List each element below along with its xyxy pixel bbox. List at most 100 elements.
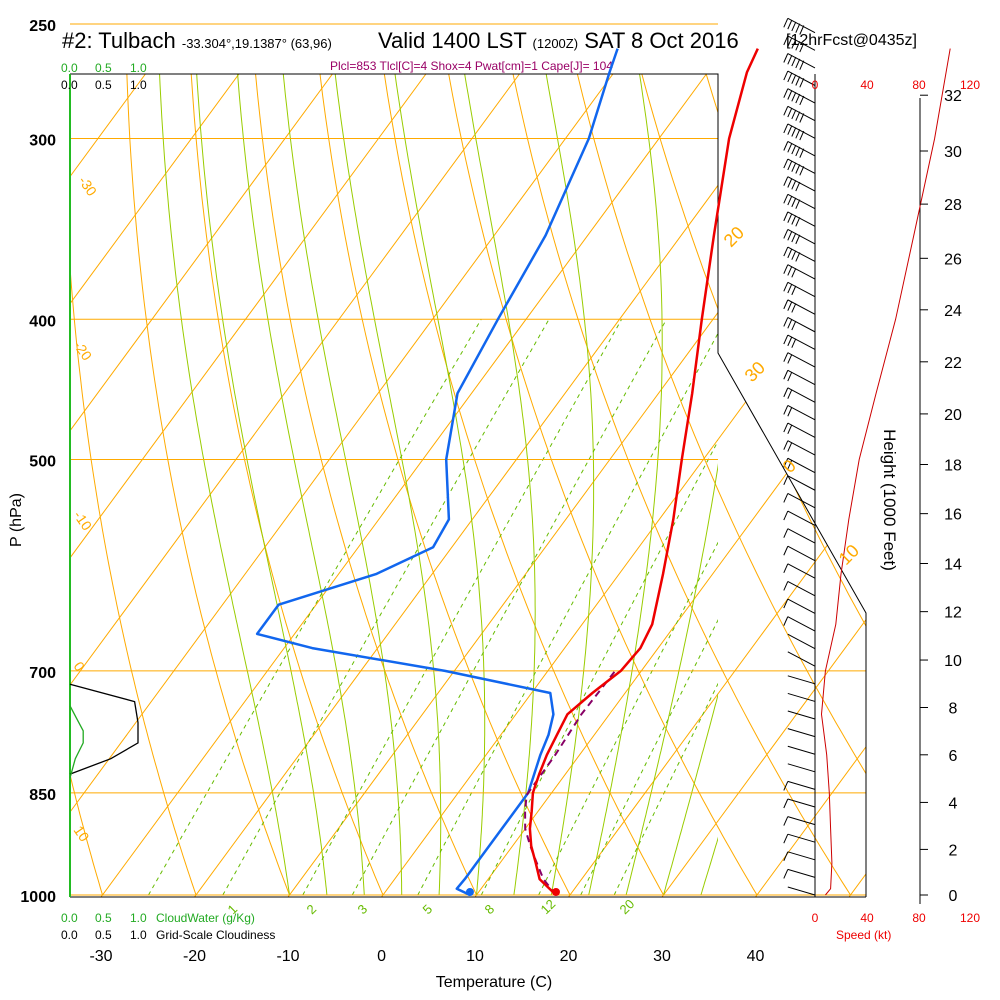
plot-frame xyxy=(69,73,921,904)
wind-barb-flag xyxy=(791,56,797,67)
wind-barb-staff xyxy=(787,17,816,34)
dry-adiabat-line xyxy=(718,74,866,896)
wind-barb-flag xyxy=(783,869,789,879)
cloudiness-scale-bottom: 0.0 xyxy=(61,928,78,942)
wind-barb xyxy=(787,633,816,650)
dry-adiabat-line xyxy=(250,0,477,895)
height-tick-label: 30 xyxy=(944,144,962,161)
wind-barb-flag xyxy=(791,109,797,120)
wind-barb-flag xyxy=(799,130,805,141)
wind-barb xyxy=(783,299,816,315)
surface-dewpoint-marker xyxy=(465,888,474,896)
wind-barb-flag xyxy=(783,851,789,862)
wind-barb xyxy=(783,457,816,474)
wind-barb-flag xyxy=(787,72,793,83)
wind-barb-staff xyxy=(787,229,816,245)
cloud-water-scale-top: 0.0 xyxy=(61,61,78,75)
wind-barb-flag xyxy=(783,264,789,274)
wind-barb-staff xyxy=(787,868,816,878)
stability-indices: Plcl=853 Tlcl[C]=4 Shox=4 Pwat[cm]=1 Cap… xyxy=(330,59,613,73)
isotherm-line xyxy=(718,74,866,897)
pressure-tick-label: 1000 xyxy=(20,889,56,906)
wind-barb-flag xyxy=(787,55,793,65)
isotherm-line xyxy=(0,74,332,897)
wind-barb-flag xyxy=(799,78,805,88)
wind-barb-staff xyxy=(787,193,816,210)
height-tick-label: 24 xyxy=(944,303,962,320)
dry-adiabat-line xyxy=(187,0,383,895)
wind-barb xyxy=(783,510,816,526)
wind-barb xyxy=(783,369,816,386)
height-tick-label: 8 xyxy=(949,701,958,718)
wind-barb-flag xyxy=(795,41,801,51)
mixing-ratio-line xyxy=(351,319,667,896)
wind-barb-flag xyxy=(783,282,789,292)
wind-barb-staff xyxy=(787,70,816,86)
wind-barb xyxy=(787,651,816,667)
wind-barb-flag xyxy=(783,475,789,486)
wind-barb-flag xyxy=(791,320,797,331)
main-grid xyxy=(0,0,718,897)
isotherm-line xyxy=(755,74,866,897)
moist-adiabat-line xyxy=(159,74,290,896)
wind-barb-flag xyxy=(795,93,801,104)
wind-barb xyxy=(783,334,816,350)
cloudiness-scale-bottom: 1.0 xyxy=(130,928,147,942)
wind-barb-staff xyxy=(787,369,816,386)
cloudiness-title: Grid-Scale Cloudiness xyxy=(156,928,275,942)
moist-adiabat-line xyxy=(334,74,442,896)
wind-barb-flag xyxy=(783,211,789,222)
wind-barb-flag xyxy=(783,546,789,556)
wind-barb xyxy=(787,728,816,738)
dry-adiabat-line xyxy=(808,74,866,896)
height-tick-label: 18 xyxy=(944,458,962,475)
wind-barb-staff xyxy=(787,545,816,562)
wind-barb-flag xyxy=(783,229,789,239)
wind-barb-staff xyxy=(787,528,816,544)
wind-barb-flag xyxy=(783,598,789,609)
sounding-profiles xyxy=(255,48,759,897)
wind-barb-staff xyxy=(787,493,816,509)
dry-adiabat-line xyxy=(312,0,570,895)
dry-adiabat-line xyxy=(0,0,9,895)
pressure-tick-label: 850 xyxy=(29,787,56,804)
wind-barb-flag xyxy=(791,39,797,49)
wind-barb xyxy=(783,833,816,844)
wind-barb-flag xyxy=(783,510,789,521)
wind-barb-staff xyxy=(787,422,816,438)
wind-barb-staff xyxy=(787,405,816,421)
isotherm-label: -20 xyxy=(71,338,96,364)
wind-barb-flag xyxy=(783,816,789,826)
wind-barb-flag xyxy=(791,250,797,260)
valid-time-title: Valid 1400 LST (1200Z) SAT 8 Oct 2016 xyxy=(378,28,739,54)
wind-panel xyxy=(783,17,951,896)
wind-barb-flag xyxy=(787,248,793,259)
wind-barb-flag xyxy=(791,232,797,243)
dry-adiabat-line xyxy=(718,74,866,896)
dry-adiabat-line xyxy=(996,0,1000,895)
mixing-ratio-label: 5 xyxy=(420,901,436,917)
wind-barb-staff xyxy=(787,475,816,491)
wind-barb-flag xyxy=(783,370,789,380)
speed-tick-top: 120 xyxy=(960,78,980,92)
temperature-tick-label: -20 xyxy=(183,948,206,965)
wind-barb-flag xyxy=(783,387,789,398)
zulu-time: (1200Z) xyxy=(532,36,579,51)
height-tick-label: 14 xyxy=(944,556,962,573)
temperature-tick-label: 30 xyxy=(653,948,671,965)
mixing-ratio-line xyxy=(417,332,718,896)
isotherm-label: -10 xyxy=(71,508,96,534)
speed-tick-top: 0 xyxy=(812,78,819,92)
dry-adiabat-line xyxy=(0,0,9,895)
wind-barb-flag xyxy=(787,266,793,276)
temperature-tick-label: 20 xyxy=(560,948,578,965)
wind-barb-flag xyxy=(783,405,789,415)
wind-barb xyxy=(783,475,816,491)
cloud-water-scale-bottom: 0.0 xyxy=(61,911,78,925)
wind-barb-flag xyxy=(795,111,801,121)
wind-barb-flag xyxy=(791,21,797,32)
height-tick-label: 28 xyxy=(944,197,962,214)
isotherm-line xyxy=(718,74,866,897)
cloudiness-scale-top: 0.5 xyxy=(95,78,112,92)
wind-barb xyxy=(783,88,816,106)
